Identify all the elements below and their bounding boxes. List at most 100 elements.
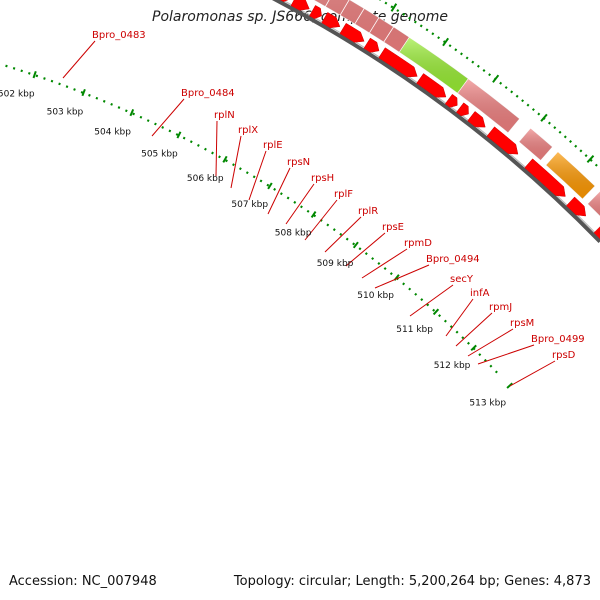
gene-divider [339, 0, 350, 16]
kbp-label: 511 kbp [396, 325, 433, 335]
gene-label-leader [267, 167, 291, 215]
gene-label: rpsN [287, 157, 310, 168]
kbp-label: 513 kbp [469, 398, 506, 408]
gene-label-leader [409, 284, 454, 317]
kbp-label: 509 kbp [317, 259, 354, 269]
gene-label: rpsH [311, 173, 334, 184]
cds-arrow [290, 0, 310, 11]
outer-major-tick [540, 113, 548, 122]
kbp-label: 506 kbp [187, 174, 224, 184]
cds-arrow [444, 93, 458, 108]
kbp-label: 502 kbp [0, 90, 35, 100]
inner-major-tick [222, 155, 228, 163]
feature-band-shade [519, 128, 553, 161]
outer-major-tick [492, 74, 500, 83]
cds-arrow [309, 5, 322, 19]
inner-major-tick [506, 382, 513, 389]
outer-major-tick [390, 3, 398, 12]
genome-summary-text: Topology: circular; Length: 5,200,264 bp… [233, 574, 591, 589]
gene-divider [383, 26, 394, 43]
kbp-label: 504 kbp [94, 127, 131, 137]
feature-band-shade [399, 37, 469, 94]
gene-divider [369, 17, 380, 34]
cds-arrow [321, 12, 341, 29]
feature-bands [313, 0, 600, 217]
inner-major-tick [81, 88, 86, 97]
inner-major-tick [310, 211, 317, 218]
gene-label: rplF [334, 189, 353, 200]
inner-major-tick [352, 241, 359, 249]
inner-major-tick [432, 308, 440, 316]
cds-arrow [456, 102, 469, 117]
backbone-outer [271, 0, 600, 243]
outer-major-tick [586, 155, 595, 163]
cds-arrow [486, 126, 519, 155]
gene-label-leader [285, 183, 315, 225]
gene-label-leader [151, 98, 185, 137]
gene-label-leader [455, 312, 493, 347]
gene-label: rplR [358, 206, 378, 217]
kbp-label: 505 kbp [141, 150, 178, 160]
gene-label: rpsE [382, 222, 404, 233]
inner-major-tick [32, 70, 37, 79]
kbp-label: 510 kbp [357, 291, 394, 301]
gene-label: rpmJ [489, 302, 512, 313]
cds-arrow [467, 111, 486, 128]
gene-label: secY [450, 274, 474, 285]
gene-label: rpmD [404, 238, 432, 249]
inner-major-tick [267, 182, 273, 190]
kbp-label: 503 kbp [47, 107, 84, 117]
gene-label-leader [230, 135, 242, 189]
gene-divider [325, 0, 330, 7]
gene-label-leader [374, 264, 430, 289]
gene-label-leader [361, 248, 408, 279]
cds-arrow [524, 158, 566, 197]
kbp-label: 512 kbp [434, 361, 471, 371]
gene-label: rplE [263, 140, 283, 151]
gene-labels: Bpro_0483Bpro_0484rplNrplXrplErpsNrpsHrp… [62, 30, 585, 387]
cds-arrows [279, 0, 600, 240]
cds-arrow [279, 0, 289, 2]
gene-label-leader [215, 120, 218, 177]
gene-label: Bpro_0484 [181, 88, 235, 99]
gene-label: rplN [214, 110, 235, 121]
kbp-label: 507 kbp [231, 200, 268, 210]
cds-arrow [339, 22, 365, 43]
inner-dotted-scale-line [0, 62, 499, 375]
gene-label: rplX [238, 125, 258, 136]
gene-label: rpsM [510, 318, 534, 329]
gene-label: Bpro_0499 [531, 334, 585, 345]
gene-label-leader [445, 298, 474, 337]
feature-band-shade [587, 191, 600, 217]
feature-band-shade [457, 78, 520, 133]
gene-label-leader [248, 150, 267, 201]
gene-label: Bpro_0483 [92, 30, 146, 41]
gene-label-leader [477, 344, 535, 365]
cds-arrow [566, 196, 586, 217]
gene-label-leader [304, 199, 338, 241]
gene-label-leader [324, 216, 362, 253]
inner-major-tick [129, 108, 135, 117]
cds-arrow [378, 47, 418, 78]
cds-arrow [363, 37, 380, 53]
gene-label-leader [345, 232, 386, 267]
gene-label-leader [467, 328, 514, 357]
gene-label: infA [470, 288, 490, 299]
gene-divider [354, 8, 365, 25]
gene-label: rpsD [552, 350, 576, 361]
outer-dotted-line [378, 0, 600, 171]
inner-major-tick [470, 344, 477, 352]
major-ticks [32, 3, 595, 389]
kbp-label: 508 kbp [275, 229, 312, 239]
outer-major-tick [442, 37, 450, 47]
gene-label-leader [62, 40, 96, 79]
accession-text: Accession: NC_007948 [9, 574, 157, 589]
cds-arrow [416, 73, 447, 98]
dotted-scale-lines [0, 0, 600, 375]
gene-label-leader [509, 360, 556, 387]
gene-label: Bpro_0494 [426, 254, 480, 265]
feature-band-shade [545, 151, 595, 199]
inner-major-tick [176, 131, 182, 139]
